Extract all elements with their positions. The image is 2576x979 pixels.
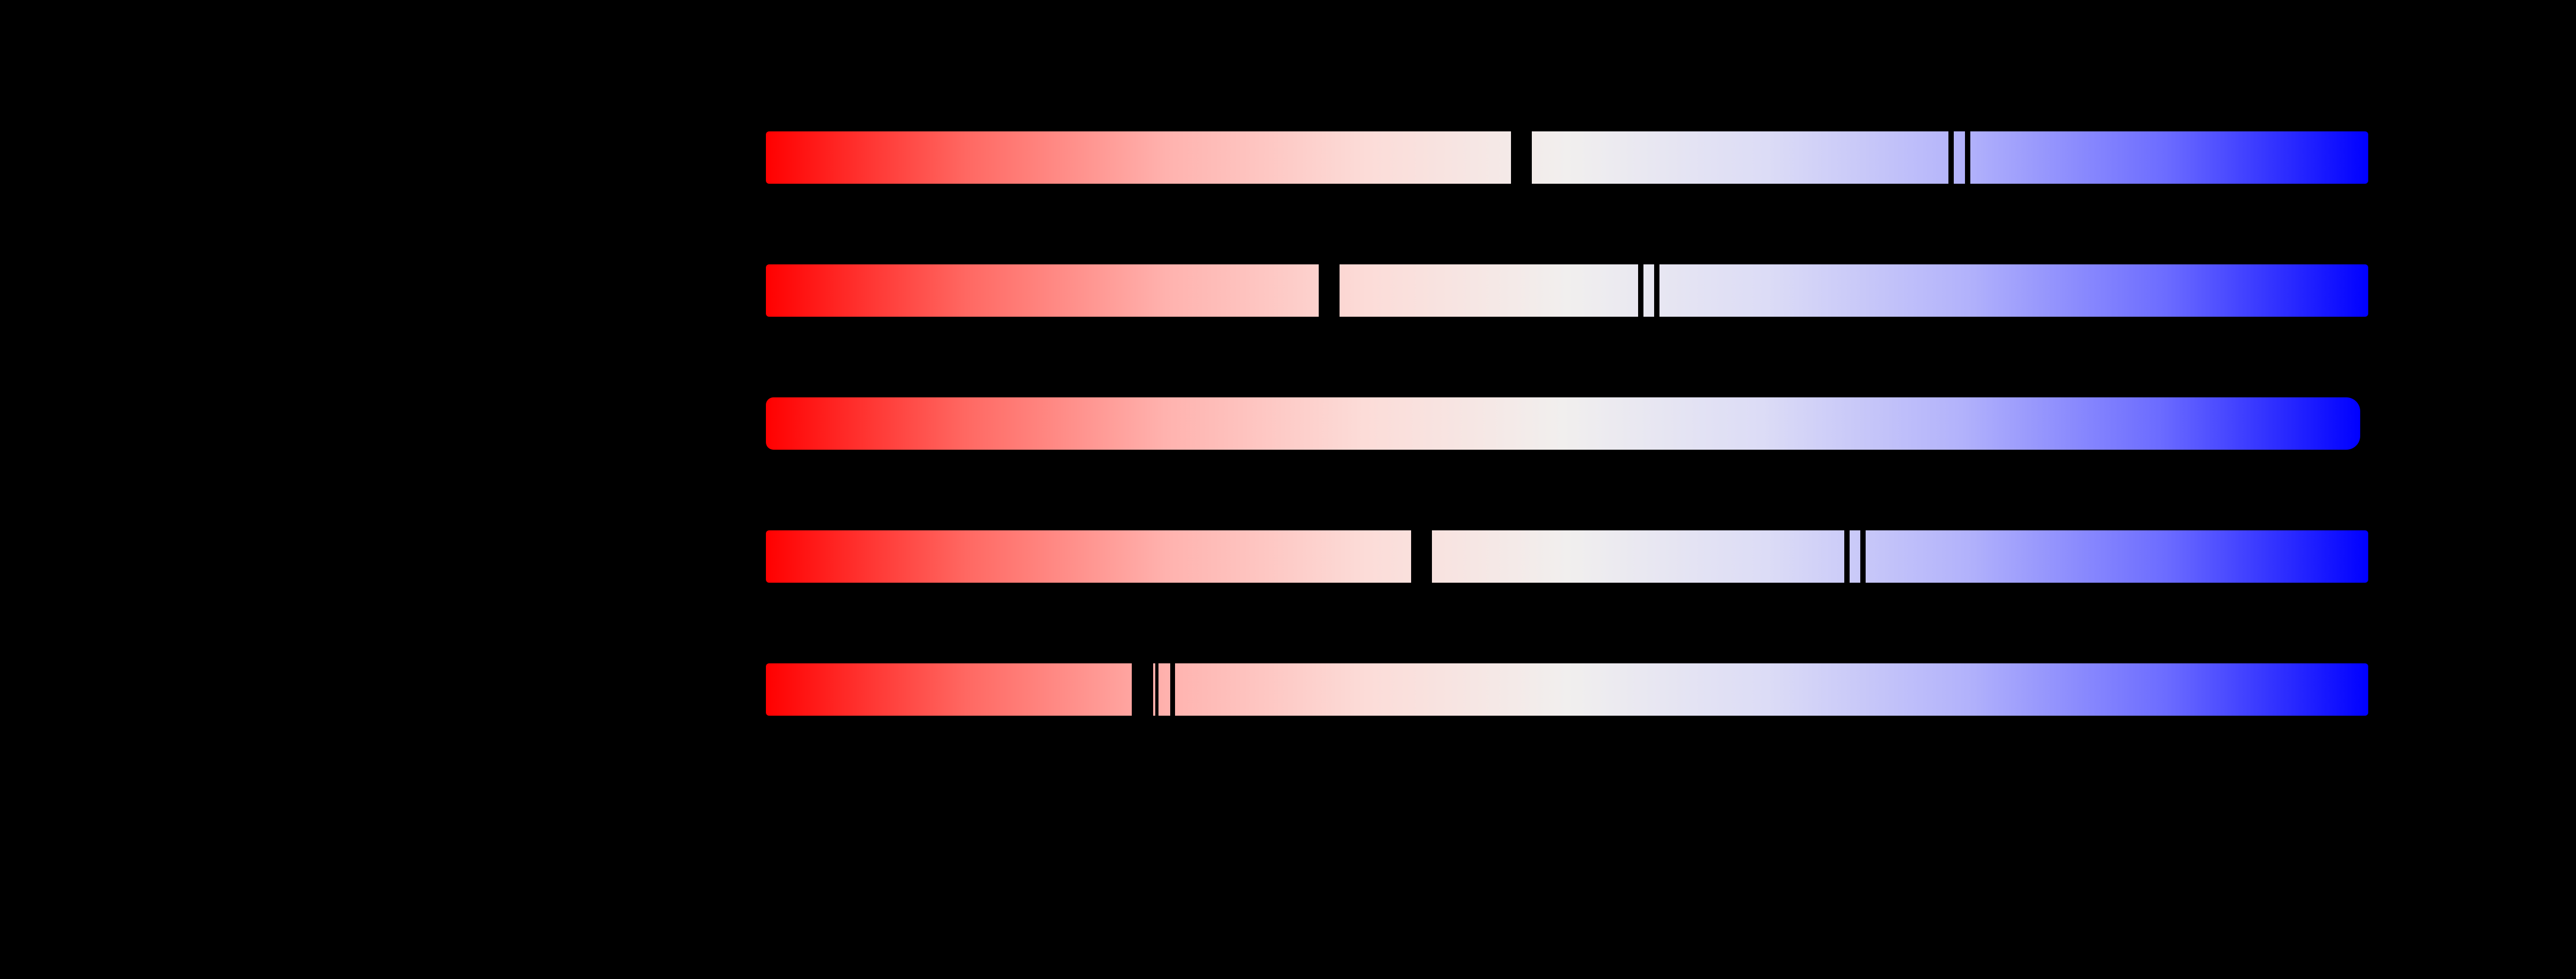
thin-marker bbox=[1860, 530, 1866, 583]
thin-marker bbox=[1844, 530, 1850, 583]
thin-marker bbox=[1654, 264, 1660, 317]
thick-marker bbox=[1319, 264, 1340, 317]
gradient-bar-1 bbox=[766, 131, 2368, 184]
thick-marker bbox=[1411, 530, 1432, 583]
gradient-bar-3 bbox=[766, 397, 2360, 450]
gradient-bar-2 bbox=[766, 264, 2368, 317]
thin-marker bbox=[1964, 131, 1971, 184]
thick-marker bbox=[1131, 663, 1154, 716]
thin-marker bbox=[1638, 264, 1644, 317]
thin-marker bbox=[1155, 663, 1158, 716]
thin-marker bbox=[1170, 663, 1175, 716]
thin-marker bbox=[1948, 131, 1954, 184]
gradient-bar-5 bbox=[766, 663, 2368, 716]
gradient-bar-4 bbox=[766, 530, 2368, 583]
thick-marker bbox=[1511, 131, 1532, 184]
